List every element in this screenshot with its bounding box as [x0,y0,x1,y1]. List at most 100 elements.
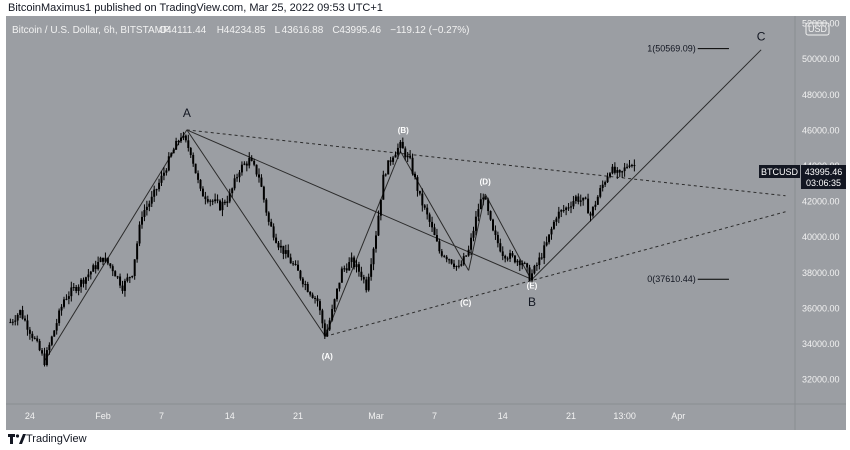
candle-body [84,277,87,284]
candle-body [26,320,29,330]
candle-body [433,227,436,236]
candle-body [431,221,434,228]
candle-body [119,276,122,286]
symbol-line: Bitcoin / U.S. Dollar, 6h, BITSTAMP [12,25,170,36]
candle-body [123,280,126,291]
candle-body [618,170,621,173]
candle-body [170,153,173,157]
candle-body [552,221,555,229]
candle-body [236,177,239,179]
candle-body [362,277,365,280]
ohlc-open-label: O [159,25,167,36]
candle-body [160,175,163,183]
candle-body [472,230,475,238]
ohlc-close-label: C [332,25,339,36]
candle-body [72,287,75,289]
candle-body [591,206,594,216]
candle-body [550,228,553,235]
time-tick-label: 24 [25,411,35,421]
candle-body [331,308,334,321]
candle-body [24,318,26,321]
candle-body [421,193,424,206]
candle-body [582,197,585,201]
candle-body [240,164,243,173]
candle-body [63,299,65,307]
candle-body [528,267,531,281]
candle-body [345,268,348,271]
candle-body [560,210,563,212]
ohlc-change: −119.12 (−0.27%) [390,25,469,36]
candle-body [187,140,190,148]
fib-levels: 1(50569.09) 0(37610.44) [647,44,729,284]
wave-label: (C) [460,299,471,308]
candle-body [14,320,17,322]
candle-body [43,353,46,366]
candle-body [328,320,331,330]
candle-body [209,200,212,202]
time-axis[interactable]: 24 Feb 7 14 21 Mar 7 14 21 13:00 Apr [25,411,685,421]
candle-body [594,204,597,207]
candle-body [270,221,273,227]
candle-body [404,148,407,158]
candle-body [338,282,341,289]
candle-body [357,264,360,272]
candle-body [316,298,319,302]
candle-body [231,188,234,194]
candle-body [28,329,31,334]
candle-body [92,265,95,272]
candle-body [250,157,253,161]
candle-body [38,340,41,351]
candle-body [277,242,280,248]
last-price-tag [801,165,846,189]
wave-label: C [757,30,766,44]
candle-body [141,216,143,225]
candle-body [226,201,229,204]
candle-body [628,165,631,167]
candle-body [489,211,492,220]
candle-body [438,241,441,252]
candle-body [299,270,302,279]
fib-level-label: 0(37610.44) [647,274,696,284]
wave-label: (E) [527,281,538,290]
candle-body [504,255,507,259]
candle-body [416,177,419,191]
candle-body [133,259,136,277]
chart-canvas[interactable]: Bitcoin / U.S. Dollar, 6h, BITSTAMP O 441… [6,16,846,430]
candle-body [162,172,165,176]
price-chart[interactable]: Bitcoin / U.S. Dollar, 6h, BITSTAMP O 441… [6,16,846,430]
candle-body [111,266,114,272]
candle-body [304,284,307,286]
candle-body [601,184,604,189]
candle-body [579,200,582,202]
currency-badge[interactable]: USD [805,22,830,36]
candle-body [633,165,636,167]
candle-body [206,199,209,202]
candle-body [399,141,402,148]
price-tick-label: 52000.00 [802,19,840,29]
candle-body [518,260,521,266]
price-tick-label: 48000.00 [802,90,840,100]
candle-body [97,261,100,270]
candle-body [611,166,614,174]
candle-body [513,255,516,263]
candle-body [104,257,107,262]
candle-body [267,212,270,222]
candle-body [243,163,246,165]
candle-body [228,193,231,202]
candle-body [180,137,182,142]
candle-body [616,170,619,173]
candle-body [574,196,577,202]
candle-body [457,265,460,267]
candle-body [55,323,58,331]
candle-body [309,291,312,295]
candle-body [31,333,34,338]
candle-body [570,206,572,208]
candle-body [258,174,260,178]
candle-body [326,329,329,337]
candle-body [297,264,299,271]
time-tick-label: Feb [95,411,111,421]
candle-body [450,259,453,264]
time-tick-label: 21 [566,411,576,421]
price-tick-label: 50000.00 [802,54,840,64]
candle-body [109,263,112,267]
